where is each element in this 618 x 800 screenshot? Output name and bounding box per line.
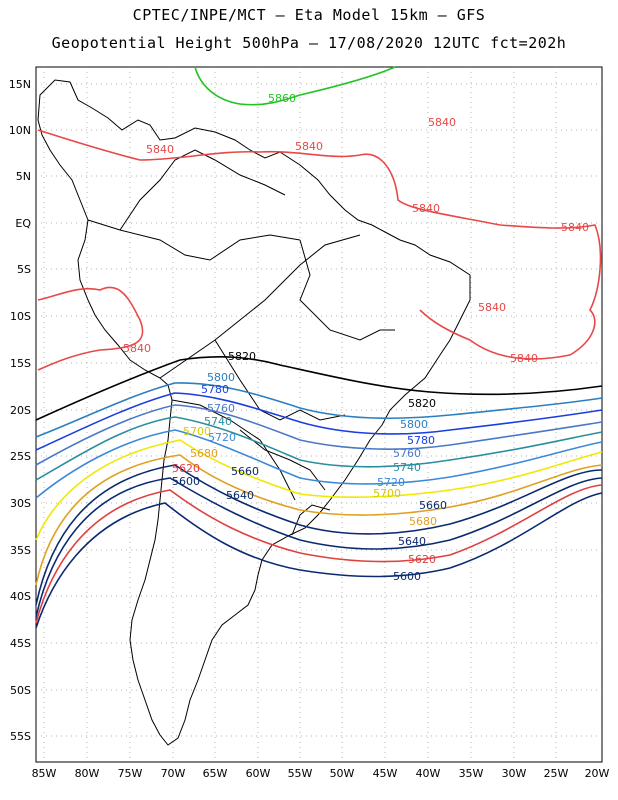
grid bbox=[36, 67, 602, 762]
contour-label: 5800 bbox=[400, 418, 428, 431]
contour-label: 5840 bbox=[478, 301, 506, 314]
lat-label: 15S bbox=[10, 357, 31, 370]
contour-label: 5700 bbox=[373, 487, 401, 500]
contour-label: 5840 bbox=[428, 116, 456, 129]
contour-label: 5660 bbox=[231, 465, 259, 478]
contour-5800 bbox=[35, 382, 603, 438]
contour-label: 5640 bbox=[226, 489, 254, 502]
lat-label: 25S bbox=[10, 450, 31, 463]
contour-label: 5740 bbox=[204, 415, 232, 428]
contour-label: 5740 bbox=[393, 461, 421, 474]
contour-5600 bbox=[35, 492, 603, 629]
contour-5760 bbox=[35, 404, 603, 466]
lat-label: 5S bbox=[17, 263, 31, 276]
lat-label: 10S bbox=[10, 310, 31, 323]
lat-label: 40S bbox=[10, 590, 31, 603]
lon-label: 20W bbox=[585, 767, 610, 780]
contour-label: 5800 bbox=[207, 371, 235, 384]
contour-5720 bbox=[35, 429, 603, 499]
contour-label: 5840 bbox=[510, 352, 538, 365]
lon-label: 85W bbox=[32, 767, 57, 780]
contour-label: 5840 bbox=[561, 221, 589, 234]
contour-5860 bbox=[194, 66, 396, 106]
lon-label: 50W bbox=[330, 767, 355, 780]
lat-label: 55S bbox=[10, 730, 31, 743]
contour-label: 5720 bbox=[208, 431, 236, 444]
contour-5780 bbox=[35, 392, 603, 451]
lon-label: 30W bbox=[502, 767, 527, 780]
contour-label: 5680 bbox=[190, 447, 218, 460]
contour-5840-west bbox=[37, 286, 144, 371]
lat-label: 30S bbox=[10, 497, 31, 510]
map-title: CPTEC/INPE/MCT – Eta Model 15km – GFS bbox=[132, 6, 486, 24]
contour-5820 bbox=[35, 356, 603, 421]
contour-label: 5780 bbox=[407, 434, 435, 447]
contour-label: 5660 bbox=[419, 499, 447, 512]
lat-label: 15N bbox=[9, 78, 31, 91]
contour-label: 5600 bbox=[393, 570, 421, 583]
contour-label: 5760 bbox=[393, 447, 421, 460]
lon-label: 35W bbox=[459, 767, 484, 780]
map-subtitle: Geopotential Height 500hPa – 17/08/2020 … bbox=[51, 34, 567, 52]
contour-5660 bbox=[35, 464, 603, 606]
contour-label: 5720 bbox=[377, 476, 405, 489]
map-frame bbox=[35, 66, 603, 763]
contour-label: 5820 bbox=[408, 397, 436, 410]
contour-label: 5600 bbox=[172, 475, 200, 488]
contour-label: 5840 bbox=[146, 143, 174, 156]
contour-5740 bbox=[35, 416, 603, 481]
contour-label: 5820 bbox=[228, 350, 256, 363]
contour-label: 5760 bbox=[207, 402, 235, 415]
lon-label: 80W bbox=[75, 767, 100, 780]
lon-label: 45W bbox=[373, 767, 398, 780]
lat-label: 45S bbox=[10, 637, 31, 650]
lat-label: 5N bbox=[16, 170, 31, 183]
lat-label: 10N bbox=[9, 124, 31, 137]
contour-5640 bbox=[35, 477, 603, 618]
contour-label: 5620 bbox=[172, 462, 200, 475]
lon-label: 75W bbox=[118, 767, 143, 780]
lat-label: EQ bbox=[15, 217, 31, 230]
lon-label: 70W bbox=[161, 767, 186, 780]
lon-label: 65W bbox=[203, 767, 228, 780]
contour-label: 5640 bbox=[398, 535, 426, 548]
contour-label: 5680 bbox=[409, 515, 437, 528]
contour-label: 5840 bbox=[123, 342, 151, 355]
contour-5840-north bbox=[37, 129, 602, 360]
contour-label: 5620 bbox=[408, 553, 436, 566]
contour-label: 5840 bbox=[412, 202, 440, 215]
contour-label: 5860 bbox=[268, 92, 296, 105]
contour-label: 5780 bbox=[201, 383, 229, 396]
lon-label: 40W bbox=[416, 767, 441, 780]
contour-5700 bbox=[35, 439, 603, 541]
contour-label: 5700 bbox=[183, 425, 211, 438]
contour-5680 bbox=[35, 454, 603, 586]
coastline bbox=[37, 79, 471, 746]
lat-label: 20S bbox=[10, 404, 31, 417]
lon-label: 60W bbox=[246, 767, 271, 780]
lon-label: 25W bbox=[544, 767, 569, 780]
lon-label: 55W bbox=[288, 767, 313, 780]
contour-5620 bbox=[35, 484, 603, 624]
lat-label: 50S bbox=[10, 684, 31, 697]
contour-label: 5840 bbox=[295, 140, 323, 153]
lat-label: 35S bbox=[10, 544, 31, 557]
